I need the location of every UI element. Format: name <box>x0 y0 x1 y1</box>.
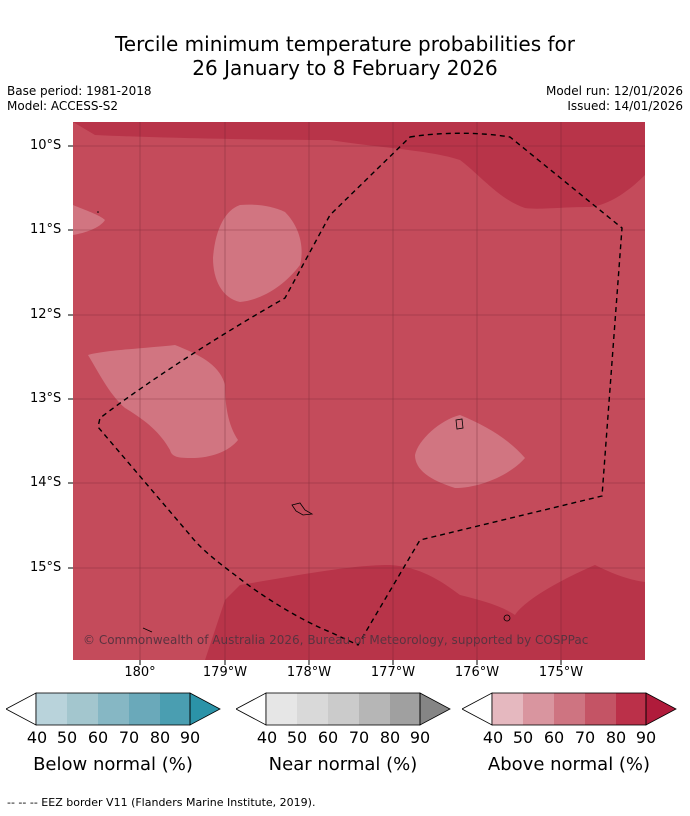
colorbar-above-bin <box>523 693 554 725</box>
legend-above <box>462 692 678 728</box>
graticule <box>73 122 645 660</box>
tick-label: 50 <box>56 728 78 747</box>
tick-label: 60 <box>543 728 565 747</box>
colorbar-below-bin <box>67 693 98 725</box>
colorbar-below-bin <box>98 693 129 725</box>
colorbar-near-bin <box>359 693 390 725</box>
legend-title-near: Near normal (%) <box>268 754 418 775</box>
tick-label: 50 <box>286 728 308 747</box>
tick-label: 70 <box>118 728 140 747</box>
colorbar-above-bin <box>554 693 585 725</box>
issued-date: Issued: 14/01/2026 <box>567 99 683 113</box>
tick-label: 90 <box>179 728 201 747</box>
colorbar-above-max-arrow <box>646 693 676 725</box>
meta-left: Base period: 1981-2018 Model: ACCESS-S2 <box>7 84 152 114</box>
colorbar-above-min-arrow <box>462 692 493 726</box>
colorbar-below-min-arrow <box>6 692 37 726</box>
model-name: Model: ACCESS-S2 <box>7 99 119 113</box>
tick-label: 80 <box>379 728 401 747</box>
colorbar-near-bin <box>266 693 297 725</box>
colorbar-near-bin <box>390 693 420 725</box>
tick-label: 90 <box>635 728 657 747</box>
chart-title: Tercile minimum temperature probabilitie… <box>0 32 690 80</box>
eez-footnote: -- -- -- EEZ border V11 (Flanders Marine… <box>7 796 316 809</box>
colorbar-above-bin <box>492 693 523 725</box>
island-2 <box>291 502 314 516</box>
island-3 <box>503 614 511 622</box>
above-70-region-south <box>205 565 645 660</box>
colorbar-near-bin <box>297 693 328 725</box>
lon-label-175w: 175°W <box>538 665 584 680</box>
lon-label-177w: 177°W <box>370 665 416 680</box>
colorbar-near-max-arrow <box>420 693 450 725</box>
copyright-notice: © Commonwealth of Australia 2026, Bureau… <box>83 633 589 647</box>
tick-label: 40 <box>26 728 48 747</box>
colorbar-below-bin <box>36 693 67 725</box>
above-50-region-2 <box>88 345 238 458</box>
tick-label: 40 <box>256 728 278 747</box>
colorbar-above-bin <box>616 693 646 725</box>
map-area <box>73 122 645 660</box>
base-period: Base period: 1981-2018 <box>7 84 152 98</box>
above-50-region-3 <box>415 415 525 488</box>
lon-label-176w: 176°W <box>454 665 500 680</box>
island-5 <box>97 211 99 213</box>
tick-label: 60 <box>317 728 339 747</box>
tick-label: 80 <box>149 728 171 747</box>
colorbar-near <box>236 692 451 726</box>
legend-below <box>6 692 222 728</box>
island-1 <box>455 418 464 430</box>
island-4 <box>142 627 153 633</box>
eez-border <box>97 132 623 646</box>
lat-label-12s: 12°S <box>30 307 62 322</box>
colorbar-near-bin <box>328 693 359 725</box>
above-70-region-north <box>73 122 645 209</box>
legend-title-above: Above normal (%) <box>487 754 651 775</box>
tick-label: 50 <box>512 728 534 747</box>
lat-label-11s: 11°S <box>30 222 62 237</box>
lat-label-14s: 14°S <box>30 475 62 490</box>
above-50-region-1 <box>213 204 302 302</box>
axis-ticks <box>68 145 562 665</box>
legend-title-below: Below normal (%) <box>33 754 193 775</box>
title-line-2: 26 January to 8 February 2026 <box>192 56 498 80</box>
tick-label: 70 <box>574 728 596 747</box>
colorbar-near-min-arrow <box>236 692 267 726</box>
lat-label-10s: 10°S <box>30 138 62 153</box>
legend-near <box>236 692 452 728</box>
model-run: Model run: 12/01/2026 <box>545 84 683 98</box>
title-line-1: Tercile minimum temperature probabilitie… <box>114 32 576 56</box>
colorbar-above <box>462 692 677 726</box>
tick-label: 70 <box>348 728 370 747</box>
map-canvas <box>68 122 645 665</box>
tick-label: 80 <box>605 728 627 747</box>
lon-label-180: 180° <box>124 665 156 680</box>
colorbar-above-bin <box>585 693 616 725</box>
lat-label-13s: 13°S <box>30 391 62 406</box>
colorbar-below-bin <box>129 693 160 725</box>
meta-right: Model run: 12/01/2026 Issued: 14/01/2026 <box>546 84 683 114</box>
lon-label-179w: 179°W <box>202 665 248 680</box>
lon-label-178w: 178°W <box>286 665 332 680</box>
colorbar-below-bin <box>160 693 190 725</box>
tick-label: 90 <box>409 728 431 747</box>
tick-label: 60 <box>87 728 109 747</box>
colorbar-below-max-arrow <box>190 693 220 725</box>
above-50-region-west <box>73 205 105 235</box>
lat-label-15s: 15°S <box>30 560 62 575</box>
tick-label: 40 <box>482 728 504 747</box>
colorbar-below <box>6 692 221 726</box>
